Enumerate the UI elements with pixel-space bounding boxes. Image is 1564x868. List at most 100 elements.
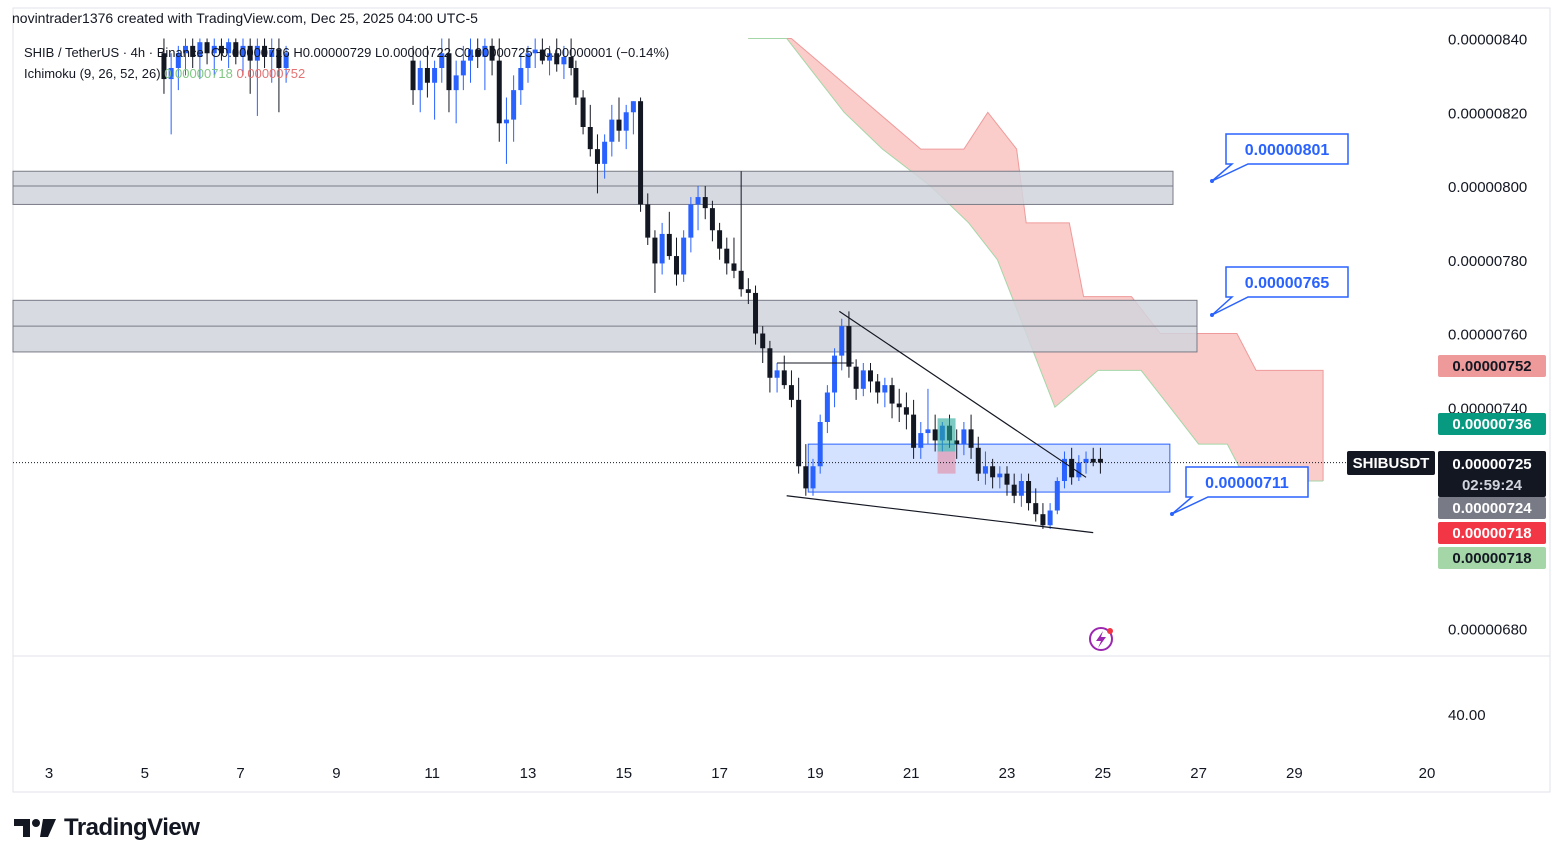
date-tick-label: 13 (520, 765, 537, 782)
candle-body (889, 385, 895, 404)
date-tick-label: 5 (141, 765, 149, 782)
symbol-tag: SHIBUSDT (1353, 455, 1430, 472)
tv-logo-icon (14, 819, 56, 837)
candle-body (1061, 458, 1067, 481)
ichimoku-green-tag-bg (1438, 413, 1546, 435)
cloud-span-a (748, 38, 1324, 481)
candle-body (731, 263, 737, 271)
candle-body (925, 429, 931, 434)
candle-body (688, 204, 694, 238)
candle-body (168, 68, 174, 80)
price-718-green-tag-bg (1438, 547, 1546, 569)
candle-body (602, 141, 608, 164)
demand-box (807, 443, 1171, 493)
date-tick-label: 21 (903, 765, 920, 782)
candle-body (918, 433, 924, 448)
candle-body (1097, 458, 1103, 463)
ohlc-values: O0.00000726 H0.00000729 L0.00000722 C0.0… (210, 45, 670, 60)
date-tick-label: 17 (711, 765, 728, 782)
ichimoku-legend[interactable]: Ichimoku (9, 26, 52, 26) 0.00000718 0.00… (24, 66, 305, 81)
candle-body (954, 440, 960, 445)
candle-body (1040, 514, 1046, 526)
candle-body (760, 333, 766, 349)
candle-body (410, 60, 416, 91)
candle-body (475, 49, 481, 57)
candle-body (547, 53, 553, 61)
candle-body (460, 60, 466, 76)
candle-body (867, 370, 873, 382)
candle-body (518, 68, 524, 91)
candle-body (594, 149, 600, 164)
candle-body (496, 60, 502, 124)
candle-body (609, 119, 615, 142)
candle-body (417, 68, 423, 91)
price-724-tag-bg (1438, 497, 1546, 519)
candle-body (175, 53, 181, 68)
candle-body (638, 101, 644, 205)
candle-body (824, 392, 830, 422)
candle-body (283, 53, 289, 68)
position-box-profit (937, 418, 956, 452)
price-tick-label: 0.00000840 (1448, 32, 1527, 49)
candle-body (1011, 484, 1017, 496)
callout-anchor (1210, 179, 1214, 183)
candle-body (774, 370, 780, 378)
support-trendline (786, 495, 1094, 534)
candle-body (903, 407, 909, 415)
candle-body (832, 355, 838, 393)
date-tick-label: 29 (1286, 765, 1303, 782)
last-price-tag: 0.00000725 (1452, 456, 1531, 473)
candle-body (1033, 503, 1039, 515)
candle-body (681, 237, 687, 275)
candle-body (810, 466, 816, 489)
candle-body (1083, 458, 1089, 463)
candle-body (796, 399, 802, 467)
candle-body (1076, 462, 1082, 478)
candle-body (532, 49, 538, 54)
price-tick-label: 0.00000680 (1448, 622, 1527, 639)
ichimoku-red-tag-bg (1438, 355, 1546, 377)
date-tick-label: 20 (1419, 765, 1436, 782)
ichimoku-cloud (748, 38, 1324, 482)
candle-body (695, 197, 701, 205)
date-tick-label: 3 (45, 765, 53, 782)
price-tick-label: 0.00000820 (1448, 105, 1527, 122)
candle-body (587, 127, 593, 150)
candle-body (211, 45, 217, 54)
price-axis: 0.00000840 0.00000820 0.00000800 0.00000780… (1448, 32, 1527, 725)
candle-body (262, 45, 268, 57)
candle-body (753, 292, 759, 334)
candle-body (860, 370, 866, 389)
candle-body (709, 208, 715, 231)
callout-box (1171, 466, 1309, 515)
candle-body (932, 429, 938, 441)
candle-body (561, 56, 567, 65)
candle-body (432, 68, 438, 83)
created-by-text: novintrader1376 created with TradingView… (12, 10, 478, 26)
candle-body (568, 56, 574, 68)
candle-body (839, 326, 845, 356)
candle-body (226, 42, 232, 54)
candle-body (630, 101, 636, 113)
ichimoku-green-tag: 0.00000736 (1452, 416, 1531, 433)
candle-body (1090, 458, 1096, 463)
symbol-tag-bg (1347, 451, 1435, 475)
candle-body (1004, 473, 1010, 485)
candle-body (882, 385, 888, 393)
candle-body (724, 248, 730, 264)
callout-box (1211, 266, 1349, 316)
callout-anchor (1210, 313, 1214, 317)
candle-body (738, 270, 744, 290)
candle-body (1047, 510, 1053, 526)
candle-body (1018, 481, 1024, 496)
candle-body (616, 119, 622, 131)
candle-body (511, 90, 517, 120)
candle-body (453, 75, 459, 91)
flash-icon[interactable] (1089, 627, 1113, 651)
candle-body (817, 422, 823, 467)
callout-label: 0.00000711 (1205, 475, 1289, 492)
last-price-bg (1438, 451, 1546, 497)
tradingview-logo[interactable]: TradingView (14, 814, 200, 842)
symbol-legend[interactable]: SHIB / TetherUS · 4h · Binance O0.000007… (24, 45, 669, 60)
